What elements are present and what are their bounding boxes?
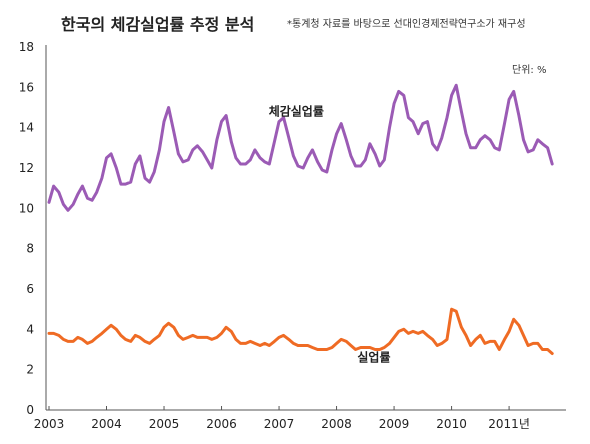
series-label-unemployment: 실업률 <box>357 350 390 365</box>
x-tick-label: 2006 <box>206 417 237 431</box>
x-tick-label: 2004 <box>91 417 122 431</box>
y-tick-label: 16 <box>19 80 34 94</box>
y-tick-label: 4 <box>26 322 34 336</box>
chart-source-note: *통계청 자료를 바탕으로 선대인경제전략연구소가 재구성 <box>287 19 526 30</box>
x-tick-label: 2009 <box>379 417 410 431</box>
x-tick-label: 2008 <box>321 417 352 431</box>
x-tick-label: 2007 <box>264 417 295 431</box>
series-label-perceived: 체감실업률 <box>269 104 324 119</box>
y-tick-label: 18 <box>19 40 34 54</box>
x-tick-label: 2011년 <box>488 417 530 431</box>
series-line-perceived <box>47 83 554 212</box>
x-tick-label: 2010 <box>436 417 467 431</box>
y-tick-label: 10 <box>19 201 34 215</box>
x-tick-label: 2003 <box>34 417 65 431</box>
y-tick-label: 8 <box>26 242 34 256</box>
y-tick-label: 14 <box>19 121 34 135</box>
y-tick-label: 6 <box>26 282 34 296</box>
x-tick-label: 2005 <box>149 417 180 431</box>
chart-title: 한국의 체감실업률 추정 분석 <box>61 15 255 34</box>
y-tick-label: 12 <box>19 161 34 175</box>
series-line-unemployment <box>47 307 554 355</box>
chart-unit-label: 단위: % <box>512 65 547 76</box>
y-tick-label: 2 <box>26 363 34 377</box>
y-tick-label: 0 <box>26 403 34 417</box>
